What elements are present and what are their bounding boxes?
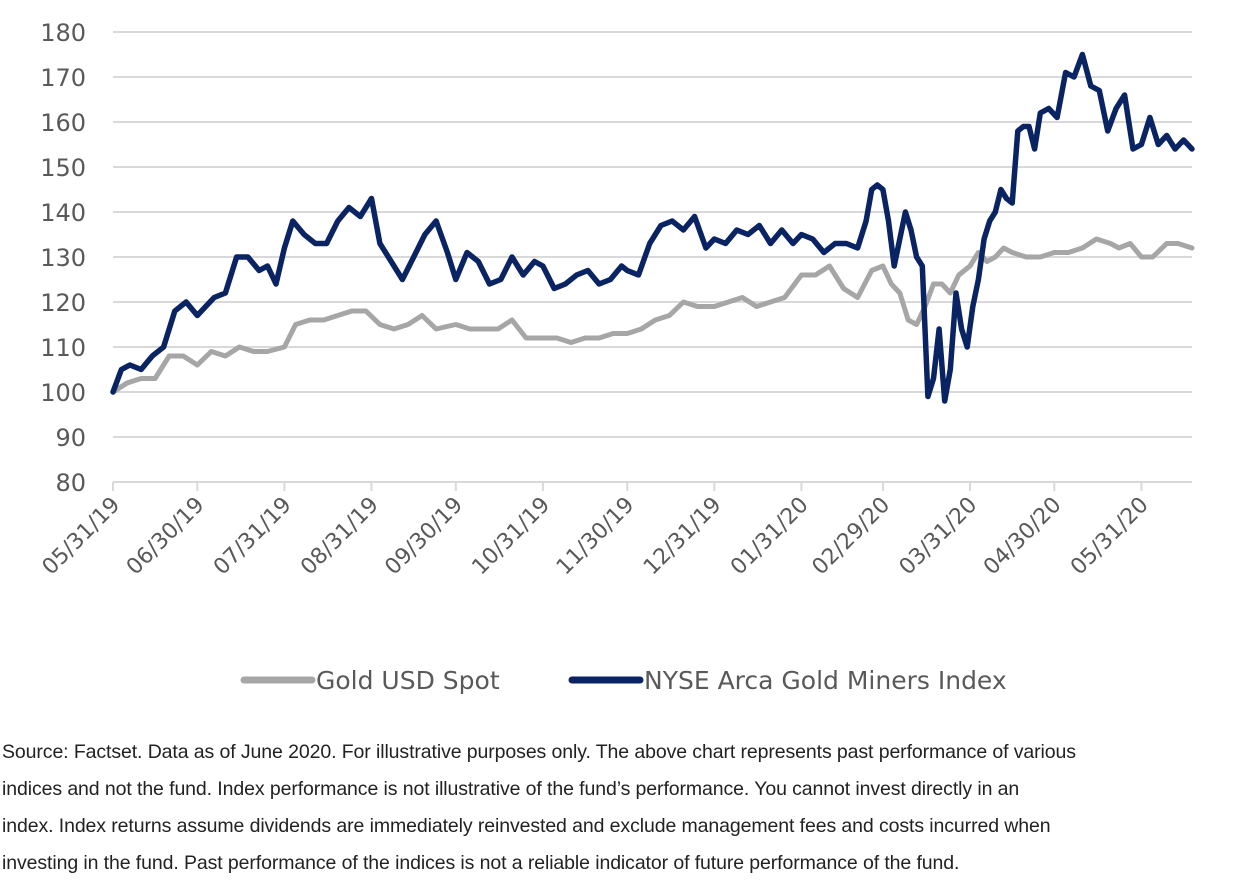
y-tick-label: 160 bbox=[40, 109, 86, 137]
series-line-gold-usd-spot bbox=[110, 236, 1195, 395]
legend: Gold USD Spot NYSE Arca Gold Miners Inde… bbox=[240, 666, 1007, 695]
y-tick-label: 150 bbox=[40, 154, 86, 182]
y-tick-label: 90 bbox=[55, 424, 86, 452]
y-tick-label: 180 bbox=[40, 19, 86, 47]
footnote-line: indices and not the fund. Index performa… bbox=[2, 778, 1020, 800]
x-tick-label: 01/31/20 bbox=[726, 493, 814, 581]
line-chart: 180 170 160 150 140 130 120 110 100 90 80 05/31/19… bbox=[38, 19, 1195, 695]
y-axis-ticks: 180 170 160 150 140 130 120 110 100 90 80 bbox=[40, 19, 86, 497]
y-tick-label: 100 bbox=[40, 379, 86, 407]
x-tick-label: 11/30/19 bbox=[552, 493, 640, 581]
x-tick-label: 10/31/19 bbox=[468, 493, 556, 581]
x-tick-label: 05/31/20 bbox=[1066, 493, 1154, 581]
x-tick-label: 12/31/19 bbox=[639, 493, 727, 581]
x-tick-label: 05/31/19 bbox=[38, 493, 126, 581]
footnote-line: Source: Factset. Data as of June 2020. F… bbox=[2, 741, 1076, 763]
y-tick-label: 130 bbox=[40, 244, 86, 272]
series-line-nyse-arca-gold-miners-index bbox=[110, 51, 1195, 404]
footnote: Source: Factset. Data as of June 2020. F… bbox=[2, 734, 1238, 882]
x-tick-label: 02/29/20 bbox=[808, 493, 896, 581]
footnote-line: investing in the fund. Past performance … bbox=[2, 852, 960, 874]
x-tick-label: 09/30/19 bbox=[381, 493, 469, 581]
x-tick-label: 07/31/19 bbox=[209, 493, 297, 581]
y-tick-label: 110 bbox=[40, 334, 86, 362]
y-tick-label: 170 bbox=[40, 64, 86, 92]
legend-label-nyse-arca-gold-miners-index: NYSE Arca Gold Miners Index bbox=[644, 666, 1007, 695]
gridlines bbox=[113, 31, 1192, 438]
series-lines bbox=[110, 51, 1195, 404]
x-tick-label: 04/30/20 bbox=[979, 493, 1067, 581]
legend-label-gold-usd-spot: Gold USD Spot bbox=[316, 666, 500, 695]
x-tick-label: 03/31/20 bbox=[895, 493, 983, 581]
y-tick-label: 140 bbox=[40, 199, 86, 227]
x-tick-label: 06/30/19 bbox=[122, 493, 210, 581]
y-tick-label: 120 bbox=[40, 289, 86, 317]
footnote-line: index. Index returns assume dividends ar… bbox=[2, 815, 1051, 837]
x-tick-label: 08/31/19 bbox=[296, 493, 384, 581]
y-tick-label: 80 bbox=[55, 469, 86, 497]
